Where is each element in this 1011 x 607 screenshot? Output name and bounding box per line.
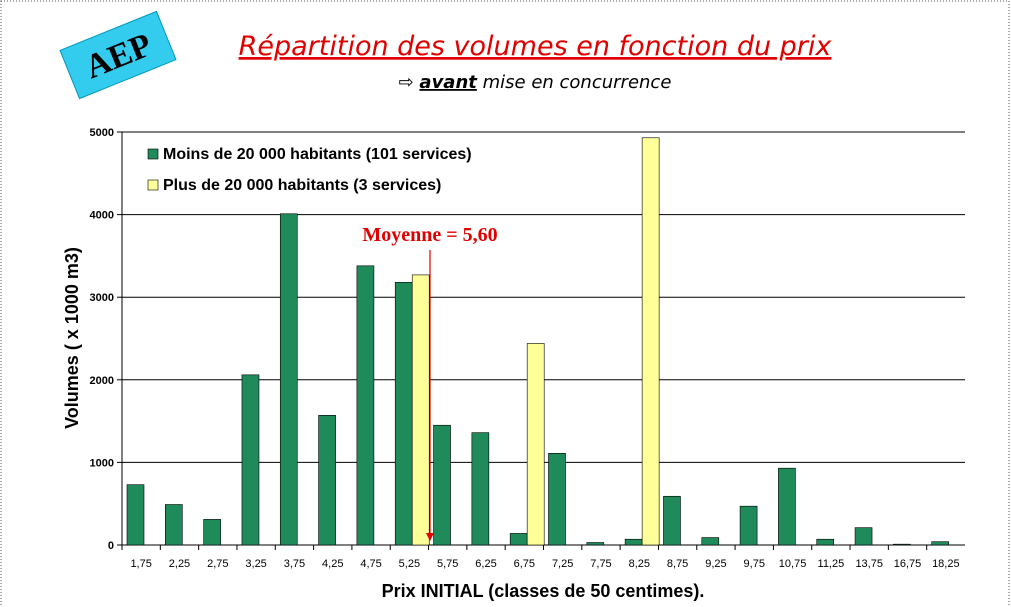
x-tick-label: 13,75 (855, 558, 883, 570)
bar (526, 343, 545, 546)
bar (411, 274, 430, 546)
legend-swatch (147, 148, 159, 160)
x-axis-label: Prix INITIAL (classes de 50 centimes). (382, 581, 705, 601)
y-tick-label: 5000 (90, 127, 114, 139)
x-tick-label: 11,25 (818, 558, 845, 570)
bar (356, 265, 375, 546)
subtitle-arrow: ⇨ (399, 72, 414, 93)
y-tick-label: 4000 (90, 210, 114, 222)
x-tick-label: 4,75 (360, 558, 381, 570)
x-tick-label: 6,75 (514, 558, 535, 570)
y-axis-label: Volumes ( x 1000 m3) (62, 247, 82, 429)
annotation-arrowhead (426, 533, 434, 541)
bar (739, 505, 758, 546)
bar (816, 538, 835, 546)
badge: AEP (59, 10, 177, 100)
x-tick-label: 9,75 (744, 558, 765, 570)
y-tick-label: 0 (108, 540, 114, 552)
bar (663, 495, 681, 546)
y-tick-label: 3000 (90, 292, 114, 304)
x-tick-label: 4,25 (322, 558, 343, 570)
bar (318, 415, 336, 546)
bar (509, 533, 528, 546)
x-tick-label: 3,75 (284, 558, 305, 570)
x-tick-label: 1,75 (130, 558, 151, 570)
bar (893, 543, 911, 546)
y-tick-label: 1000 (90, 457, 114, 469)
bar (624, 538, 643, 546)
x-tick-label: 5,25 (399, 558, 420, 570)
x-tick-label: 2,25 (169, 558, 190, 570)
x-tick-label: 8,25 (629, 558, 650, 570)
x-tick-label: 6,25 (475, 558, 496, 570)
chart-title: Répartition des volumes en fonction du p… (239, 31, 833, 62)
subtitle-emphasis: avant (419, 72, 478, 93)
bar (548, 453, 566, 546)
bar (931, 541, 949, 546)
x-tick-label: 16,75 (894, 558, 922, 570)
bar (394, 282, 413, 546)
legend-swatch (147, 179, 159, 191)
x-tick-label: 10,75 (779, 558, 807, 570)
x-tick-label: 7,25 (552, 558, 573, 570)
subtitle: ⇨ avant mise en concurrence (399, 72, 672, 93)
bar (203, 519, 221, 546)
legend-label: Plus de 20 000 habitants (3 services) (163, 177, 441, 194)
subtitle-rest: mise en concurrence (483, 72, 672, 93)
x-tick-label: 2,75 (207, 558, 228, 570)
y-tick-label: 2000 (90, 375, 114, 387)
x-tick-label: 3,25 (245, 558, 266, 570)
badge-box (59, 10, 177, 100)
x-tick-label: 9,25 (705, 558, 726, 570)
bar (433, 424, 451, 546)
bar (471, 432, 490, 546)
annotation: Moyenne = 5,60 (362, 224, 497, 246)
x-tick-label: 7,75 (590, 558, 611, 570)
bar (165, 504, 183, 546)
bar (126, 484, 145, 546)
bar (641, 137, 660, 546)
bar (279, 213, 298, 546)
bar (778, 467, 796, 546)
bar (701, 537, 720, 546)
x-tick-label: 18,25 (932, 558, 960, 570)
bar (586, 542, 605, 546)
bar (241, 374, 260, 546)
legend-label: Moins de 20 000 habitants (101 services) (163, 146, 472, 163)
x-tick-label: 8,75 (667, 558, 688, 570)
x-tick-label: 5,75 (437, 558, 458, 570)
bar (854, 527, 873, 546)
